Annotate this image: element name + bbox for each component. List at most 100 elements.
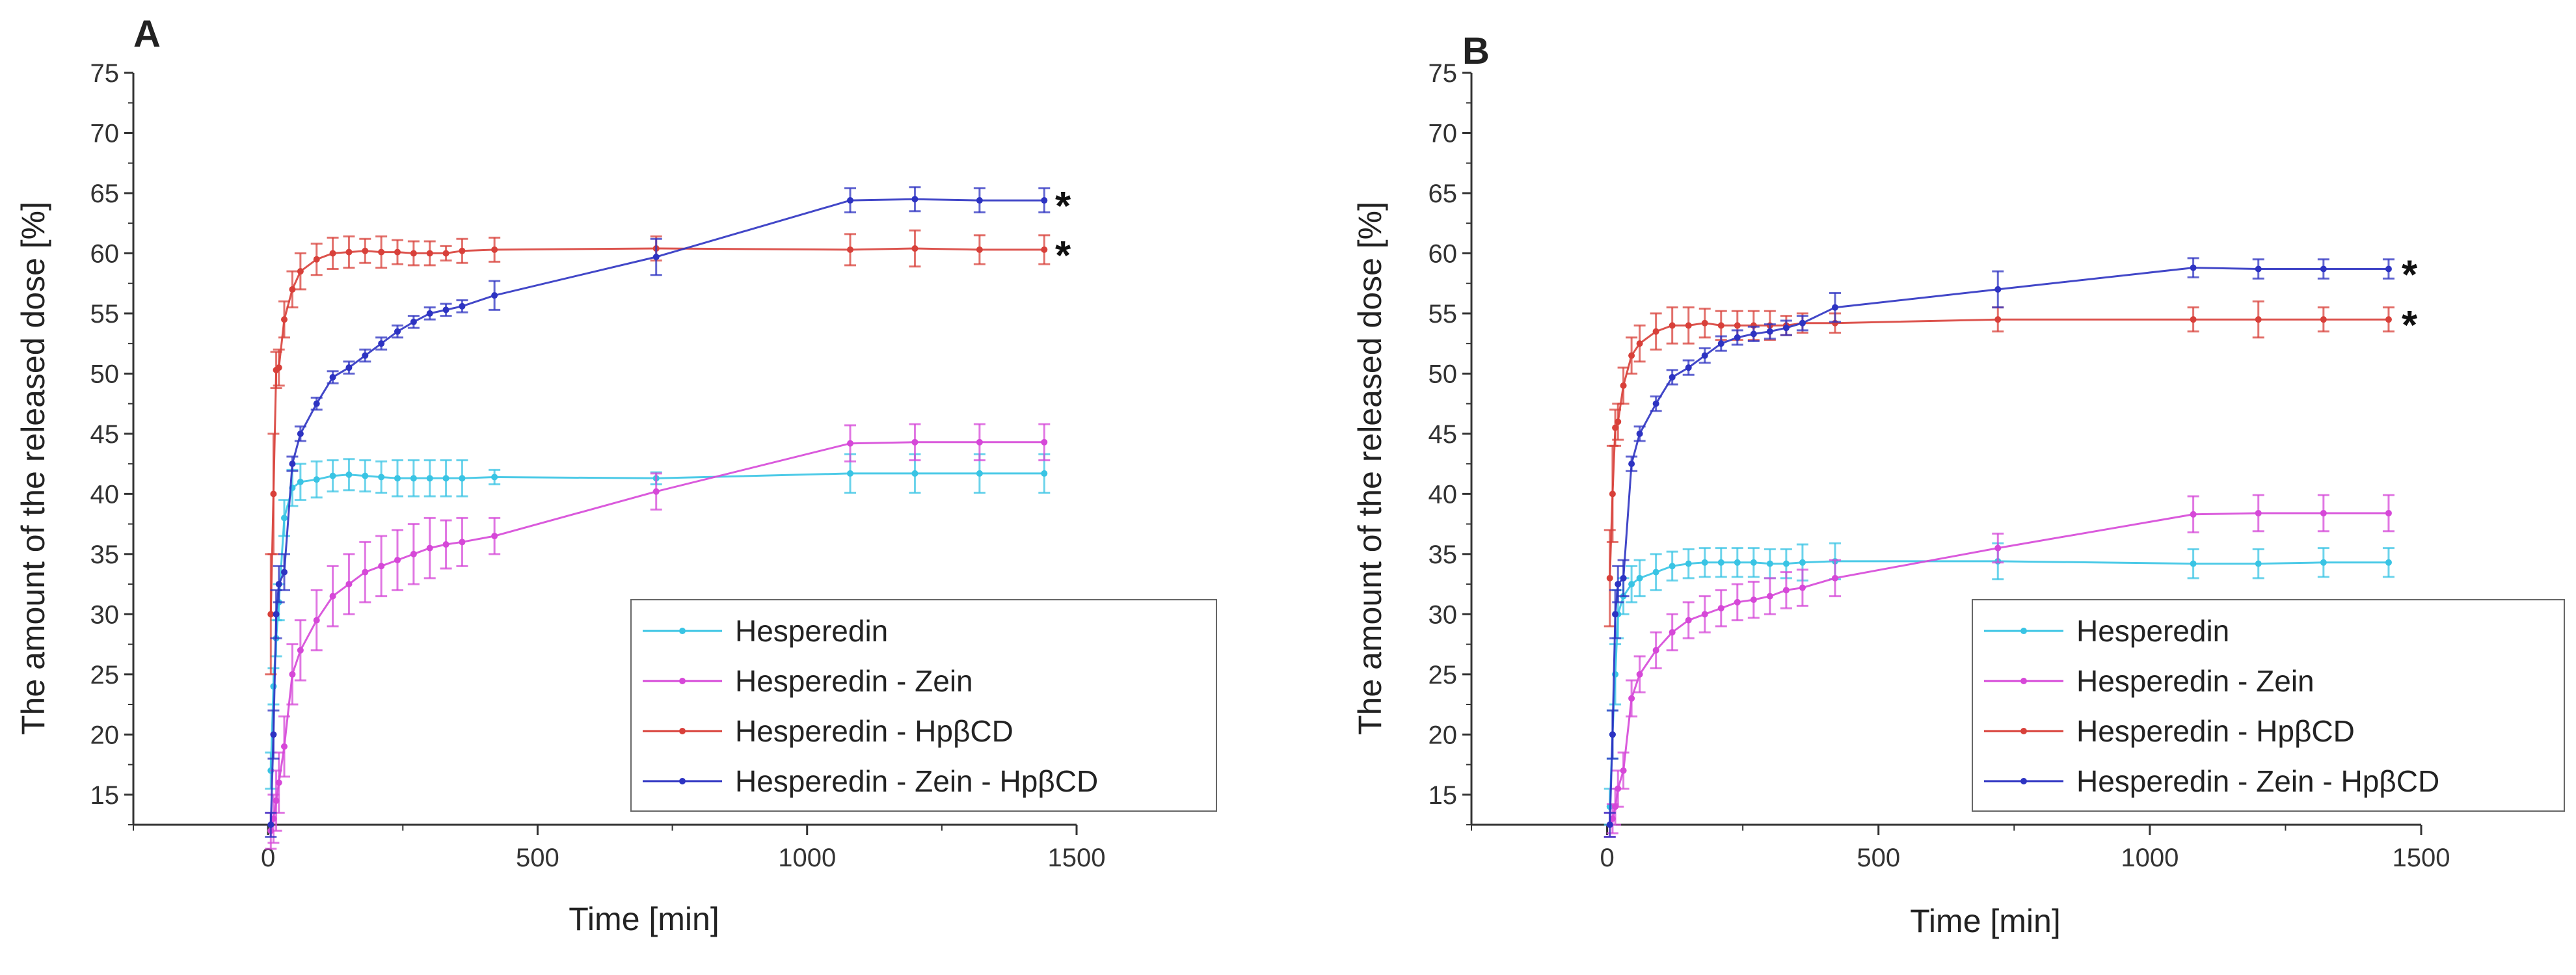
data-point (267, 821, 275, 828)
data-point (362, 472, 369, 479)
data-point (2320, 265, 2327, 273)
data-point (1612, 611, 1619, 618)
y-tick-label: 20 (90, 721, 120, 749)
data-point (1636, 430, 1643, 437)
y-axis-title: The amount of the released dose [%] (15, 202, 51, 735)
data-point (1652, 328, 1659, 335)
data-point (426, 310, 433, 317)
series-hesperedin-zein-hpbcd (265, 186, 1051, 838)
data-point (1750, 330, 1757, 338)
data-point (442, 475, 449, 482)
data-point (2385, 509, 2392, 516)
data-point (847, 246, 853, 253)
y-tick-label: 50 (90, 360, 120, 388)
series-line-hesperedin-hpbcd (269, 247, 1045, 615)
data-point (378, 474, 385, 481)
series-hesperedin-hpbcd (265, 229, 1051, 676)
data-point (1628, 352, 1635, 359)
data-point (345, 364, 353, 371)
data-point (426, 544, 433, 552)
legend-swatch-marker (2020, 728, 2027, 734)
data-point (1041, 197, 1048, 204)
data-point (1636, 574, 1643, 581)
y-tick-label: 40 (90, 480, 120, 509)
data-point (1994, 316, 2002, 323)
panel-b: B 15 20 25 30 35 40 45 50 55 60 65 70 75 0 500 1000 1500 T… (1352, 30, 2565, 939)
data-point (1701, 352, 1708, 359)
data-point (1628, 461, 1635, 468)
data-point (1782, 587, 1790, 594)
legend: Hesperedin Hesperedin - Zein Hesperedin - … (1972, 599, 2565, 812)
data-point (459, 247, 466, 254)
data-point (459, 539, 466, 546)
y-tick-label: 65 (90, 180, 120, 208)
y-tick-label: 35 (1429, 541, 1458, 569)
y-tick-label: 45 (90, 420, 120, 449)
data-point (1994, 286, 2002, 293)
data-point (847, 470, 853, 477)
y-tick-label: 20 (1429, 721, 1458, 749)
legend-label: Hesperedin - HpβCD (2076, 714, 2355, 748)
data-point (2190, 264, 2197, 271)
data-point (378, 248, 385, 256)
data-point (281, 743, 288, 750)
data-point (976, 470, 983, 477)
data-point (1652, 400, 1659, 407)
y-tick-label: 70 (90, 119, 120, 148)
y-tick-label: 70 (1429, 119, 1458, 148)
data-point (297, 478, 304, 485)
data-point (394, 557, 401, 564)
data-point (2255, 316, 2262, 323)
data-point (297, 268, 304, 275)
data-point (1766, 593, 1773, 600)
data-point (1609, 731, 1616, 738)
data-point (378, 563, 385, 570)
data-point (297, 430, 304, 437)
data-point (1994, 544, 2002, 552)
legend-swatch-marker (679, 728, 686, 734)
data-point (459, 475, 466, 482)
y-tick-label: 55 (1429, 300, 1458, 328)
data-point (362, 352, 369, 359)
significance-star: * (2402, 252, 2418, 297)
data-point (273, 797, 280, 805)
data-point (362, 247, 369, 254)
data-point (1799, 319, 1806, 327)
x-tick-label: 0 (1600, 844, 1614, 872)
data-point (394, 248, 401, 256)
legend-label: Hesperedin - Zein (2076, 664, 2314, 698)
legend-swatch-marker (2020, 678, 2027, 684)
data-point (270, 683, 277, 690)
legend-box (1972, 599, 2565, 812)
data-point (491, 474, 498, 481)
significance-star: * (1055, 234, 1071, 278)
data-point (1612, 424, 1619, 431)
y-tick-label: 25 (1429, 661, 1458, 689)
data-point (459, 302, 466, 310)
data-point (1701, 319, 1708, 327)
data-point (1636, 671, 1643, 678)
data-point (281, 316, 288, 323)
data-point (847, 440, 853, 447)
series-hesperedin-zein-hpbcd (1603, 257, 2395, 838)
data-point (2190, 316, 2197, 323)
data-point (2385, 265, 2392, 273)
data-point (491, 292, 498, 299)
data-point (442, 541, 449, 548)
legend-label: Hesperedin - Zein - HpβCD (2076, 764, 2439, 798)
data-point (1615, 418, 1622, 425)
significance-star: * (1055, 184, 1071, 229)
data-point (1652, 647, 1659, 654)
y-tick-label: 65 (1429, 180, 1458, 208)
data-point (1799, 584, 1806, 591)
legend-label: Hesperedin (735, 614, 888, 648)
data-point (1620, 574, 1627, 581)
data-point (1717, 605, 1724, 612)
data-point (378, 340, 385, 347)
data-point (1041, 438, 1048, 446)
y-tick-label: 30 (1429, 600, 1458, 629)
legend-swatch-marker (679, 778, 686, 784)
data-point (362, 568, 369, 576)
data-point (847, 197, 853, 204)
legend-box (630, 599, 1217, 812)
